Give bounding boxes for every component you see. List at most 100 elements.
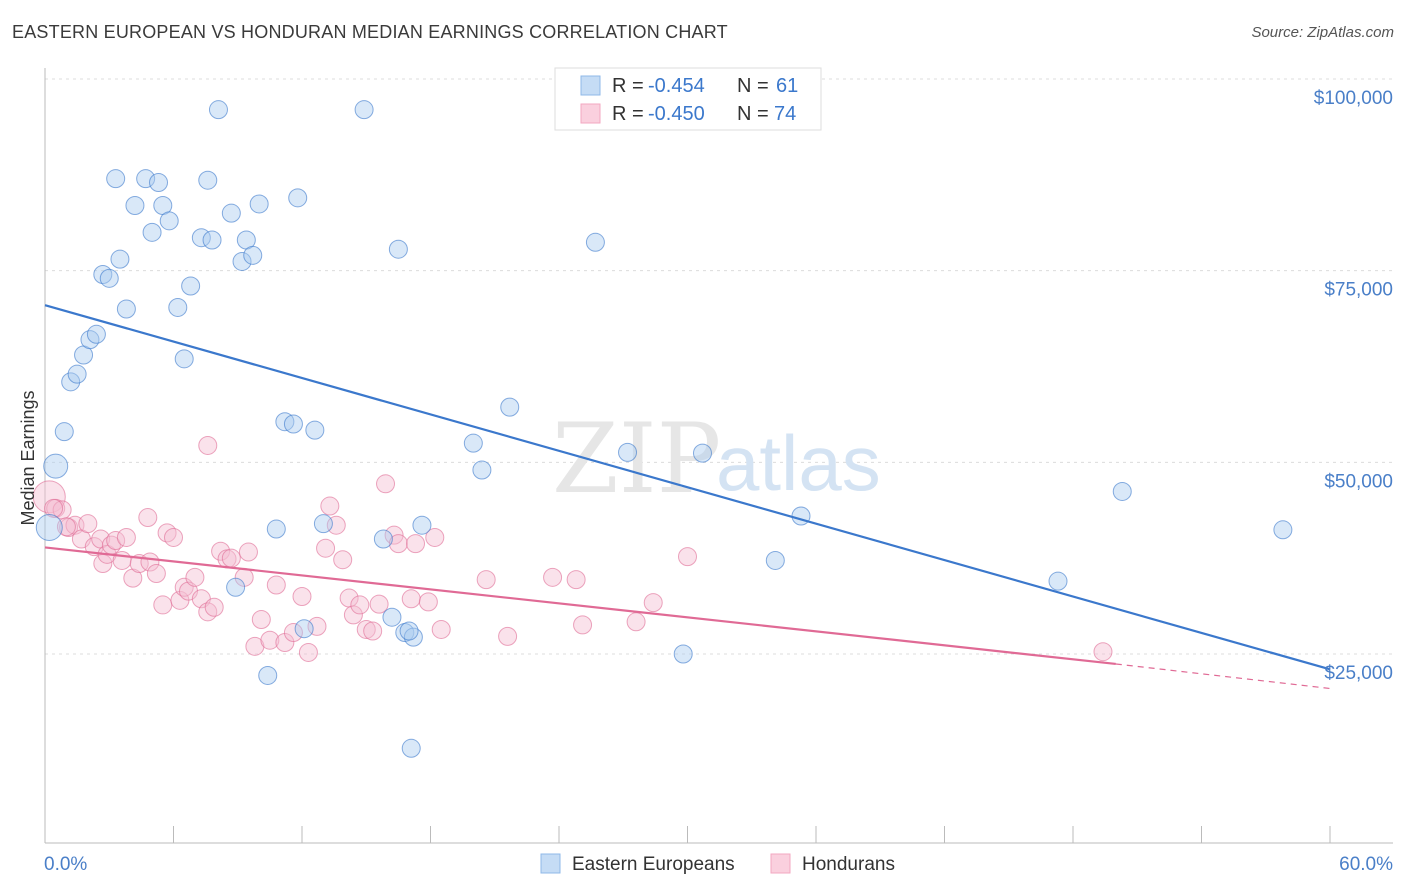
eastern-point-16 xyxy=(149,173,169,192)
eastern-point-12 xyxy=(116,299,136,319)
trend-line-hondurans-extension xyxy=(1115,663,1331,690)
honduran-point-39 xyxy=(266,575,286,595)
honduran-point-12 xyxy=(106,531,126,551)
trend-lines xyxy=(44,304,1331,690)
eastern-point-45 xyxy=(412,515,432,535)
honduran-point-70 xyxy=(678,547,697,567)
honduran-point-63 xyxy=(476,570,496,590)
honduran-point-22 xyxy=(164,527,183,547)
bottom-legend-label-hondurans: Hondurans xyxy=(802,854,895,875)
honduran-point-62 xyxy=(431,619,451,639)
eastern-point-37 xyxy=(305,420,325,440)
honduran-point-55 xyxy=(376,474,396,494)
eastern-point-11 xyxy=(110,249,130,269)
honduran-point-43 xyxy=(298,642,318,662)
eastern-point-38 xyxy=(313,514,333,534)
honduran-point-15 xyxy=(123,568,143,588)
eastern-point-56 xyxy=(1048,571,1068,591)
honduran-point-14 xyxy=(116,527,136,547)
legend-n-value-2: 74 xyxy=(774,103,796,125)
series-eastern-europeans-points xyxy=(35,100,1293,758)
honduran-point-48 xyxy=(333,550,353,570)
legend-swatch-hondurans xyxy=(580,103,601,124)
stats-legend: R = -0.454 N = 61 R = -0.450 N = 74 xyxy=(554,67,822,131)
y-tick-label-3: $100,000 xyxy=(1314,88,1393,109)
grid-lines xyxy=(45,78,1393,655)
trend-line-eastern-europeans xyxy=(44,304,1331,671)
honduran-point-69 xyxy=(643,593,663,613)
honduran-point-31 xyxy=(211,541,231,561)
x-tick-label-max: 60.0% xyxy=(1339,854,1393,875)
honduran-point-59 xyxy=(406,534,426,554)
honduran-point-41 xyxy=(283,623,303,643)
honduran-point-17 xyxy=(138,508,158,528)
eastern-point-29 xyxy=(243,245,263,265)
honduran-point-60 xyxy=(418,592,438,612)
series-legend: Eastern Europeans Hondurans xyxy=(540,853,895,875)
legend-r-value-1: -0.454 xyxy=(648,75,705,97)
y-tick-label-0: $25,000 xyxy=(1324,663,1393,684)
honduran-point-67 xyxy=(573,615,593,635)
honduran-point-53 xyxy=(363,621,383,641)
honduran-point-35 xyxy=(238,542,258,562)
honduran-point-68 xyxy=(626,612,646,632)
honduran-point-54 xyxy=(369,594,389,614)
eastern-point-60 xyxy=(399,621,419,641)
honduran-point-65 xyxy=(543,567,563,587)
bottom-legend-swatch-eastern-europeans xyxy=(540,853,561,874)
eastern-point-25 xyxy=(208,100,228,120)
eastern-point-34 xyxy=(283,414,303,434)
y-axis-title: Median Earnings xyxy=(18,390,38,525)
eastern-point-20 xyxy=(174,349,194,369)
honduran-point-37 xyxy=(251,610,271,629)
eastern-point-4 xyxy=(67,364,87,384)
eastern-point-58 xyxy=(1273,520,1293,540)
x-tick-label-min: 0.0% xyxy=(44,854,87,875)
eastern-point-21 xyxy=(181,276,201,296)
honduran-point-57 xyxy=(388,534,408,554)
eastern-point-47 xyxy=(463,433,483,453)
eastern-point-0 xyxy=(35,514,63,541)
eastern-point-41 xyxy=(382,607,402,627)
honduran-point-66 xyxy=(566,570,586,590)
y-tick-labels: $25,000 $50,000 $75,000 $100,000 xyxy=(1314,88,1393,684)
eastern-point-39 xyxy=(354,100,374,120)
honduran-point-58 xyxy=(401,589,421,609)
bottom-legend-swatch-hondurans xyxy=(770,853,791,874)
honduran-point-64 xyxy=(498,626,518,646)
eastern-point-23 xyxy=(198,170,218,190)
legend-r-value-2: -0.450 xyxy=(648,103,705,125)
eastern-point-48 xyxy=(472,460,492,480)
eastern-point-50 xyxy=(585,232,605,252)
honduran-point-61 xyxy=(425,527,445,547)
honduran-point-71 xyxy=(1093,642,1113,662)
legend-r-label-1: R = xyxy=(612,75,644,97)
honduran-point-45 xyxy=(316,538,336,558)
eastern-point-9 xyxy=(99,268,119,288)
eastern-point-31 xyxy=(258,665,278,685)
watermark-atlas: atlas xyxy=(716,419,881,507)
eastern-point-51 xyxy=(618,442,638,462)
honduran-point-30 xyxy=(204,597,224,617)
eastern-point-1 xyxy=(43,453,69,479)
eastern-point-26 xyxy=(221,203,241,223)
honduran-point-28 xyxy=(198,435,218,455)
source-note: Source: ZipAtlas.com xyxy=(1251,24,1394,41)
honduran-point-19 xyxy=(146,564,166,583)
bottom-legend-label-eastern-europeans: Eastern Europeans xyxy=(572,854,735,875)
eastern-point-32 xyxy=(266,519,286,539)
eastern-point-6 xyxy=(80,330,100,350)
eastern-point-57 xyxy=(1112,481,1132,501)
eastern-point-46 xyxy=(401,738,421,758)
honduran-point-50 xyxy=(343,605,363,625)
eastern-point-24 xyxy=(202,230,222,250)
honduran-point-33 xyxy=(221,548,241,568)
eastern-point-49 xyxy=(500,397,520,417)
eastern-point-13 xyxy=(125,196,145,215)
legend-n-label-2: N = xyxy=(737,103,769,125)
y-tick-label-1: $50,000 xyxy=(1324,471,1393,492)
honduran-point-51 xyxy=(350,595,370,615)
honduran-point-46 xyxy=(320,496,340,516)
trend-line-hondurans xyxy=(44,546,1116,666)
